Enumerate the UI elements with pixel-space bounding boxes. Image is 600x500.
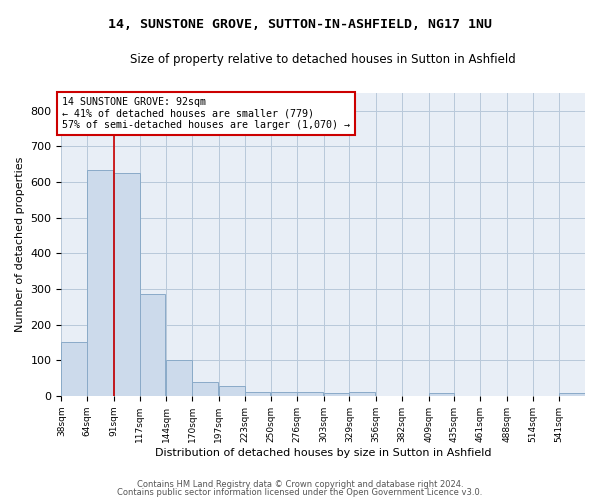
Title: Size of property relative to detached houses in Sutton in Ashfield: Size of property relative to detached ho… xyxy=(130,52,516,66)
Bar xyxy=(323,393,349,396)
Bar xyxy=(297,392,323,396)
Bar xyxy=(61,342,87,396)
Y-axis label: Number of detached properties: Number of detached properties xyxy=(15,157,25,332)
Bar xyxy=(559,393,585,396)
Bar xyxy=(114,173,140,396)
Text: Contains HM Land Registry data © Crown copyright and database right 2024.: Contains HM Land Registry data © Crown c… xyxy=(137,480,463,489)
Bar xyxy=(87,170,113,396)
Bar xyxy=(271,392,297,396)
Text: 14, SUNSTONE GROVE, SUTTON-IN-ASHFIELD, NG17 1NU: 14, SUNSTONE GROVE, SUTTON-IN-ASHFIELD, … xyxy=(108,18,492,30)
Text: 14 SUNSTONE GROVE: 92sqm
← 41% of detached houses are smaller (779)
57% of semi-: 14 SUNSTONE GROVE: 92sqm ← 41% of detach… xyxy=(62,96,350,130)
Bar xyxy=(349,392,375,396)
Bar xyxy=(140,294,166,396)
Bar xyxy=(245,392,270,396)
Bar xyxy=(219,386,245,396)
Bar xyxy=(192,382,218,396)
X-axis label: Distribution of detached houses by size in Sutton in Ashfield: Distribution of detached houses by size … xyxy=(155,448,491,458)
Bar xyxy=(428,393,454,396)
Text: Contains public sector information licensed under the Open Government Licence v3: Contains public sector information licen… xyxy=(118,488,482,497)
Bar xyxy=(166,360,192,396)
